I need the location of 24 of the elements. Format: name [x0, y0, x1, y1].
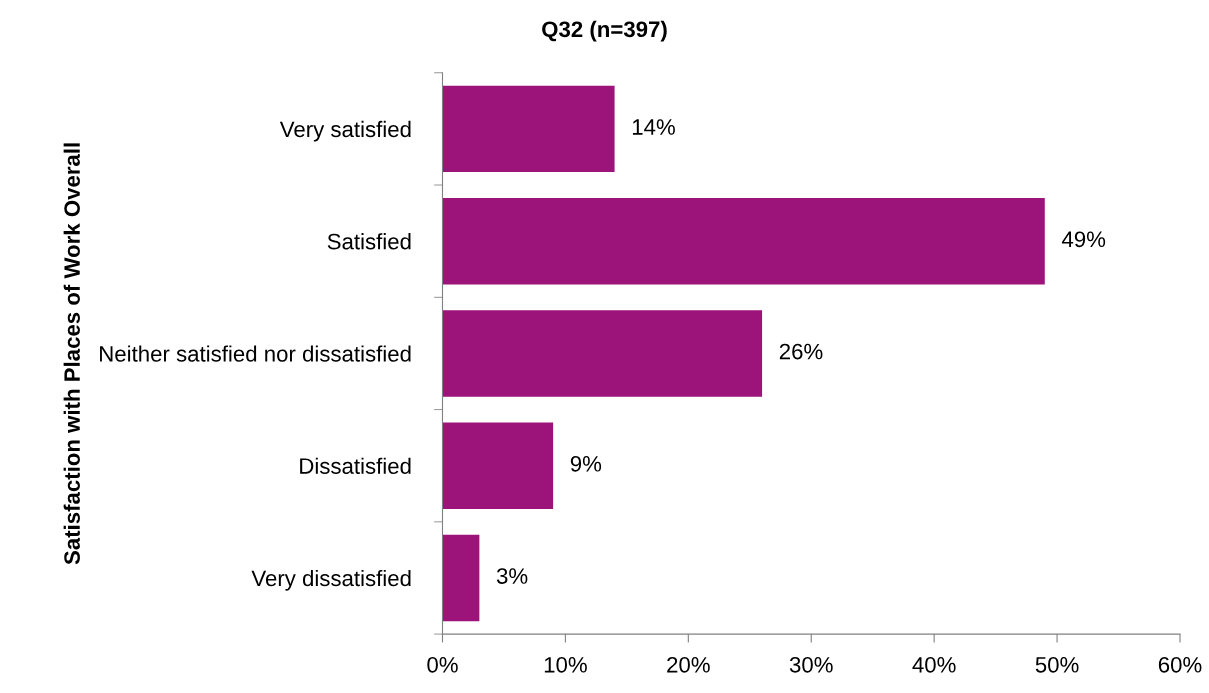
data-label: 9%	[570, 455, 602, 472]
x-tick-label: 50%	[1035, 656, 1079, 673]
x-tick-label: 0%	[427, 656, 458, 673]
data-label: 3%	[496, 568, 528, 584]
x-tick-label: 30%	[789, 656, 833, 673]
y-tick-label: Very dissatisfied	[251, 569, 411, 591]
data-label: 49%	[1061, 231, 1106, 248]
x-tick-label: 40%	[912, 656, 956, 673]
x-tick-label: 60%	[1158, 656, 1202, 673]
x-tick-label: 20%	[667, 656, 710, 673]
y-tick-label: Very satisfied	[279, 120, 411, 142]
y-axis-title: Satisfaction with Places of Work Overall	[63, 143, 80, 565]
y-tick-label: Satisfied	[327, 233, 411, 250]
x-tick-label: 10%	[544, 656, 587, 673]
data-label: 14%	[632, 119, 675, 135]
y-tick-label: Neither satisfied nor dissatisfied	[100, 345, 411, 362]
bar	[442, 310, 763, 397]
y-tick-label: Dissatisfied	[300, 457, 411, 474]
chart-title: Q32 (n=397)	[542, 20, 667, 42]
bar	[442, 422, 554, 509]
data-label: 26%	[779, 343, 823, 360]
bar	[442, 197, 1045, 285]
bar	[442, 534, 480, 622]
bar	[442, 85, 615, 173]
